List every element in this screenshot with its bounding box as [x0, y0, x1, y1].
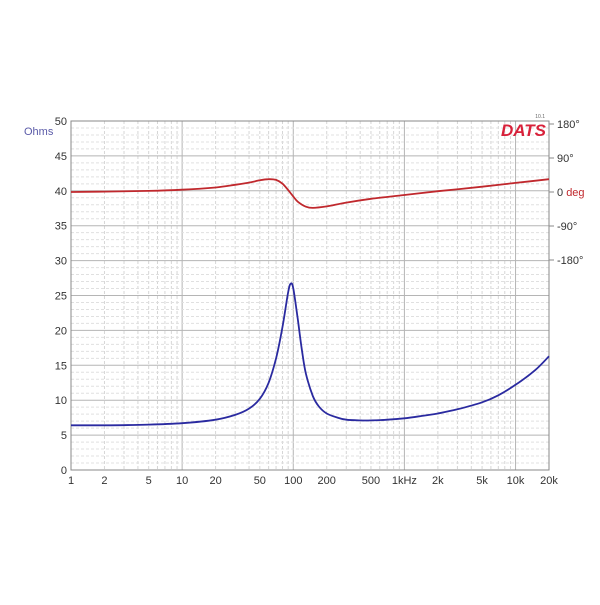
x-tick-label: 5k — [476, 475, 488, 487]
dats-logo: DATS — [501, 121, 547, 140]
y-left-tick-label: 45 — [55, 151, 67, 163]
x-tick-label: 200 — [318, 475, 336, 487]
y-left-tick-label: 30 — [55, 256, 67, 268]
y-right-tick-label: 90° — [557, 153, 574, 165]
dats-version: 10.1 — [535, 114, 545, 120]
x-tick-label: 5 — [146, 475, 152, 487]
series-layer — [70, 178, 550, 427]
x-tick-label: 10 — [176, 475, 188, 487]
y-left-tick-label: 35 — [55, 221, 67, 233]
y-left-tick-label: 10 — [55, 395, 67, 407]
x-tick-label: 20k — [540, 475, 558, 487]
x-tick-label: 100 — [284, 475, 302, 487]
x-axis-ticks: 1 2 5 10 20 50 100 200 500 1kHz 2k 5k 10k 20k — [68, 475, 558, 487]
x-tick-label: 1 — [68, 475, 74, 487]
y-axis-left-ticks: 0 5 10 15 20 25 30 35 40 45 50 — [55, 116, 67, 477]
phase-curve — [70, 178, 550, 209]
grid-lines — [70, 120, 550, 471]
y-left-tick-label: 0 — [61, 465, 67, 477]
x-tick-label: 50 — [254, 475, 266, 487]
y-axis-left-label: Ohms — [24, 126, 54, 138]
y-right-tick-label: -180° — [557, 255, 583, 267]
x-tick-label: 1kHz — [392, 475, 417, 487]
x-tick-label: 2 — [101, 475, 107, 487]
y-left-tick-label: 25 — [55, 291, 67, 303]
x-tick-label: 500 — [362, 475, 380, 487]
y-right-tick-label: 180° — [557, 119, 580, 131]
y-right-tick-label: -90° — [557, 221, 577, 233]
x-tick-label: 20 — [209, 475, 221, 487]
plot-frame — [70, 120, 550, 471]
x-tick-label: 2k — [432, 475, 444, 487]
y-left-tick-label: 5 — [61, 430, 67, 442]
y-left-tick-label: 20 — [55, 325, 67, 337]
x-tick-label: 10k — [507, 475, 525, 487]
y-left-tick-label: 40 — [55, 186, 67, 198]
y-left-tick-label: 15 — [55, 360, 67, 372]
y-axis-right-ticks: 180° 90° 0 deg -90° -180° — [549, 119, 585, 267]
y-right-tick-label: 0 deg — [557, 187, 585, 199]
y-left-tick-label: 50 — [55, 116, 67, 128]
impedance-curve — [70, 282, 550, 427]
